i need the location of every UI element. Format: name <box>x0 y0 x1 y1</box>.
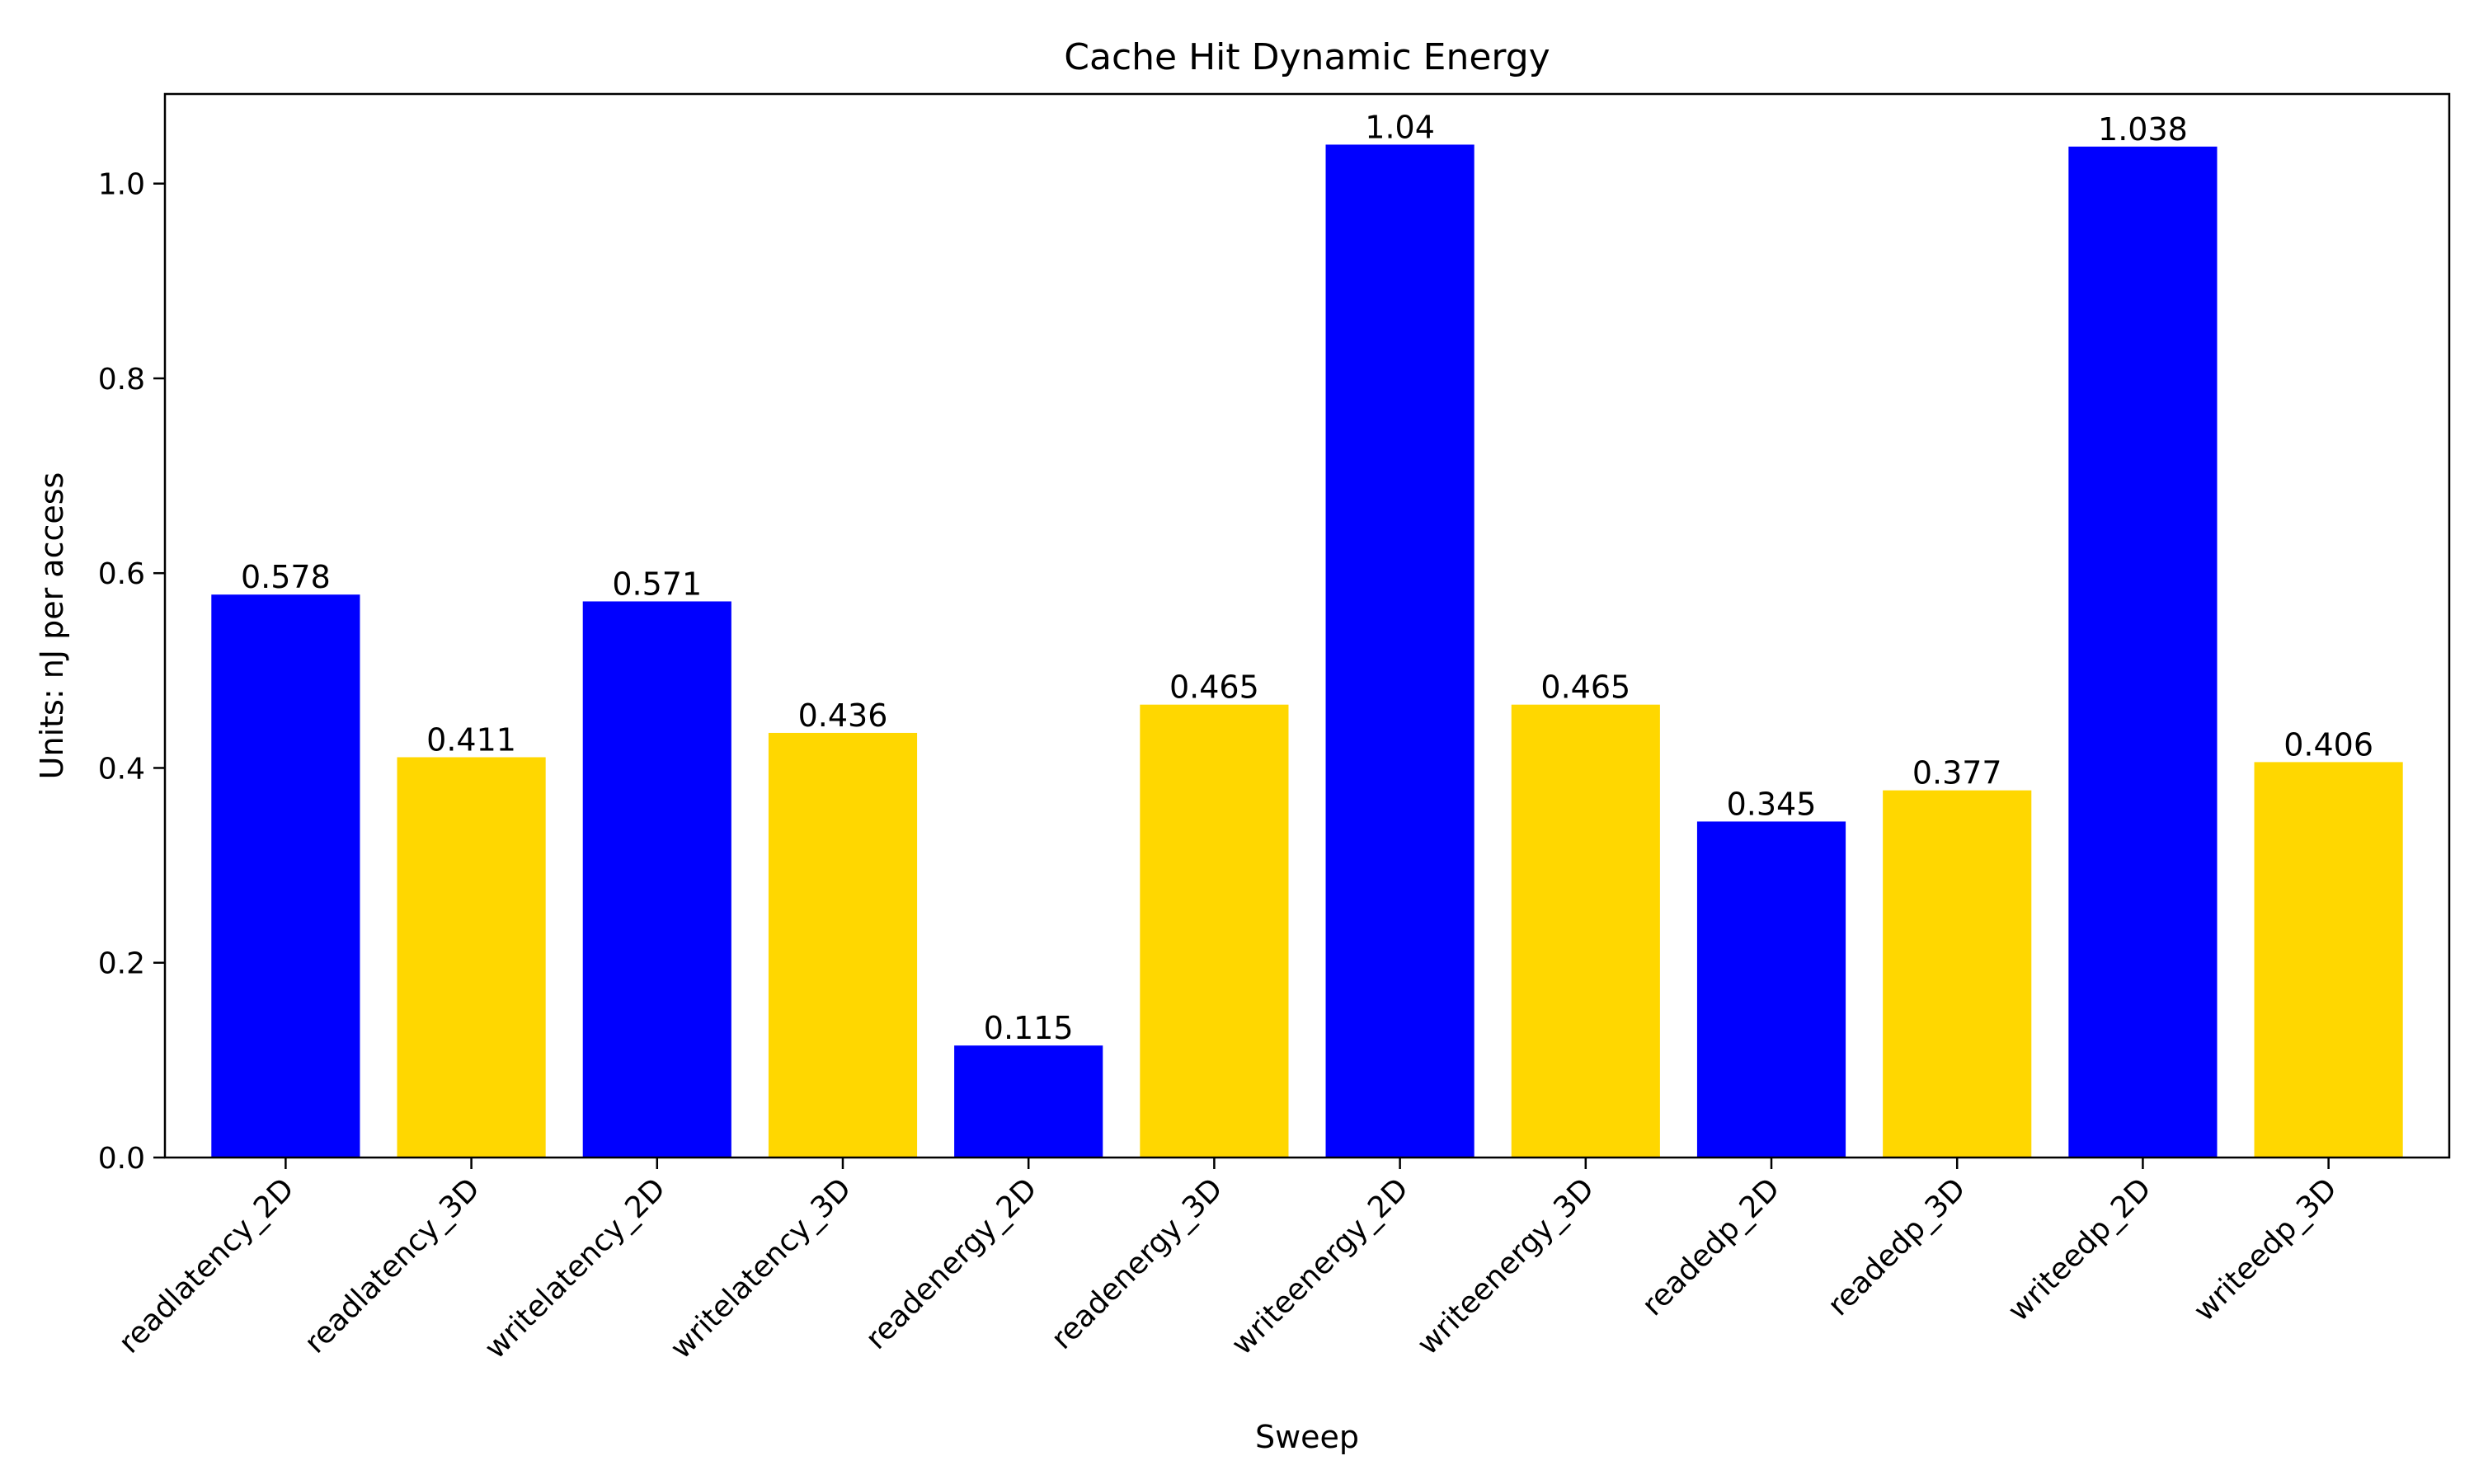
x-tick-label: readedp_2D <box>1636 1172 1787 1322</box>
data-label: 0.465 <box>1169 669 1259 706</box>
bar <box>1140 704 1289 1158</box>
x-tick-label: writelatency_3D <box>664 1172 858 1365</box>
bar <box>211 594 360 1158</box>
bar <box>1511 704 1660 1158</box>
x-tick-label: writeenergy_2D <box>1225 1172 1415 1361</box>
x-tick-label: writelatency_2D <box>478 1172 672 1365</box>
data-label: 0.436 <box>798 697 888 734</box>
chart-title: Cache Hit Dynamic Energy <box>1064 36 1550 78</box>
data-label: 0.411 <box>426 721 516 758</box>
bar <box>2254 762 2403 1158</box>
data-label: 0.571 <box>612 566 702 602</box>
data-label: 0.578 <box>241 559 331 595</box>
data-label: 1.038 <box>2098 111 2188 148</box>
x-tick-label: readedp_3D <box>1822 1172 1973 1322</box>
x-axis-label: Sweep <box>1255 1419 1359 1455</box>
data-label: 0.377 <box>1912 755 2002 791</box>
data-label: 1.04 <box>1365 109 1435 145</box>
y-tick-label: 0.8 <box>98 363 145 397</box>
plot-frame <box>163 92 2451 1159</box>
bar <box>768 732 918 1158</box>
y-tick-label: 0.6 <box>98 557 145 591</box>
x-tick-label: readenergy_2D <box>859 1172 1044 1356</box>
bar <box>397 757 546 1158</box>
x-tick-label: readlatency_2D <box>112 1172 300 1360</box>
data-label: 0.406 <box>2284 726 2373 763</box>
data-label: 0.345 <box>1727 786 1817 822</box>
x-tick-label: writeedp_2D <box>2001 1172 2158 1328</box>
x-tick-label: writeedp_3D <box>2187 1172 2344 1328</box>
bar <box>1883 790 2032 1158</box>
y-tick-label: 0.0 <box>98 1142 145 1176</box>
bar <box>2068 146 2218 1158</box>
y-tick-label: 0.4 <box>98 752 145 786</box>
plot-area: 0.0 0.2 0.4 0.6 0.8 1.0 0.578 readlatency_2D 0.4… <box>98 109 2403 1365</box>
data-label: 0.115 <box>984 1010 1074 1046</box>
data-label: 0.465 <box>1540 669 1630 706</box>
bar <box>582 601 731 1158</box>
bar <box>954 1045 1103 1158</box>
y-axis-label: Units: nJ per access <box>34 472 70 780</box>
x-tick-label: writeenergy_3D <box>1411 1172 1601 1361</box>
x-tick-label: readenergy_3D <box>1045 1172 1230 1356</box>
x-tick-label: readlatency_3D <box>299 1172 487 1360</box>
bar <box>1696 821 1846 1158</box>
y-tick-label: 1.0 <box>98 168 145 202</box>
bar <box>1325 144 1475 1158</box>
y-tick-label: 0.2 <box>98 947 145 981</box>
